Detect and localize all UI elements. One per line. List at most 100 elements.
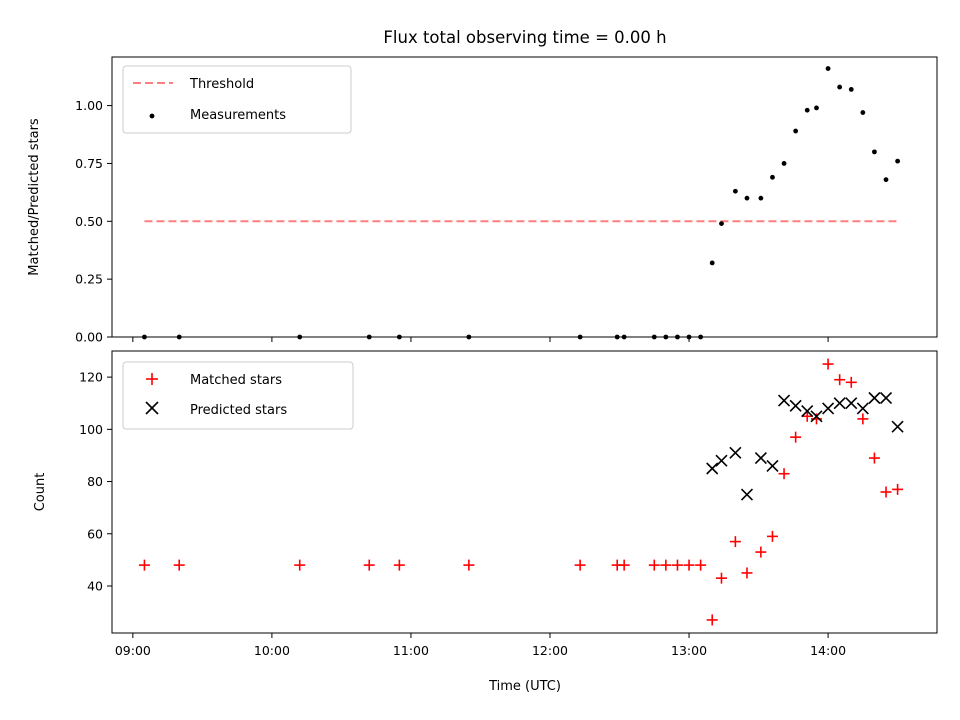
legend-matched-swatch (146, 373, 158, 385)
top-y-tick-label-0.25: 0.25 (75, 272, 103, 287)
top-plot-marks (142, 66, 901, 340)
legend-predicted-label: Predicted stars (190, 403, 287, 418)
predicted-star-point (879, 391, 893, 405)
x-tick-label-13:00: 13:00 (671, 643, 707, 658)
predicted-star-point (715, 454, 728, 467)
matched-star-point (706, 614, 718, 626)
measurement-point (895, 158, 901, 164)
predicted-star-point (833, 397, 846, 410)
matched-star-point (755, 546, 767, 558)
matched-star-point (574, 559, 586, 571)
predicted-star-point (822, 402, 835, 415)
x-tick-label-11:00: 11:00 (393, 643, 429, 658)
matched-star-point (660, 559, 672, 571)
predicted-star-point (789, 399, 802, 412)
top-legend-box (122, 65, 352, 134)
measurement-point (860, 110, 866, 115)
measurement-point (825, 66, 831, 71)
top-y-tick-label-0.00: 0.00 (75, 330, 103, 345)
legend-measurements-swatch (149, 113, 155, 119)
top-y-tick-label-0.50: 0.50 (75, 214, 103, 229)
matched-star-point (822, 358, 834, 370)
matched-star-point (790, 431, 802, 443)
bottom-y-tick-label-100: 100 (79, 422, 103, 437)
measurement-point (793, 128, 799, 134)
matched-star-point (138, 559, 150, 571)
matched-star-point (463, 559, 475, 571)
measurement-point (744, 195, 750, 201)
matched-star-point (845, 376, 857, 388)
chart-title: Flux total observing time = 0.00 h (383, 28, 666, 47)
predicted-star-point (801, 404, 814, 418)
bottom-panel: 09:00 10:00 11:00 12:00 13:00 14:00 40 60 80 100 1… (33, 350, 938, 694)
matched-star-point (834, 374, 846, 386)
x-tick-label-12:00: 12:00 (532, 643, 568, 658)
legend-threshold-label: Threshold (189, 77, 254, 92)
bottom-axes-frame (111, 350, 938, 634)
matched-star-point (801, 410, 813, 422)
predicted-star-point (845, 397, 858, 410)
legend-predicted-swatch (145, 401, 159, 415)
x-tick-label-14:00: 14:00 (810, 643, 846, 658)
measurement-point (709, 260, 715, 266)
predicted-star-point (810, 410, 823, 423)
matched-star-point (363, 559, 375, 571)
matched-star-point (766, 530, 778, 542)
matched-star-point (892, 483, 904, 495)
predicted-star-point (777, 394, 791, 407)
matched-star-point (778, 468, 790, 480)
predicted-star-point (856, 402, 869, 415)
matched-star-point (880, 486, 892, 498)
matched-star-point (683, 559, 695, 571)
top-axes-ticks: 0.00 0.25 0.50 0.75 1.00 (75, 98, 829, 345)
x-axis-label: Time (UTC) (488, 679, 561, 694)
matched-star-point (729, 536, 741, 548)
measurement-point (804, 107, 810, 113)
bottom-legend-box (122, 361, 354, 430)
bottom-y-tick-label-80: 80 (87, 474, 103, 489)
measurement-point (781, 161, 787, 166)
bottom-axes-ticks: 09:00 10:00 11:00 12:00 13:00 14:00 40 60 80 100 1… (79, 370, 846, 658)
legend-measurements-label: Measurements (190, 108, 286, 123)
top-y-tick-label-1.00: 1.00 (75, 98, 103, 113)
top-panel: 0.00 0.25 0.50 0.75 1.00 Matched/Predicted s… (27, 56, 938, 345)
matched-star-point (618, 559, 630, 571)
measurement-point (719, 221, 724, 227)
predicted-star-point (754, 451, 767, 465)
bottom-y-tick-label-120: 120 (79, 370, 103, 385)
matched-star-point (868, 452, 880, 464)
measurement-point (837, 84, 843, 90)
matched-star-point (671, 559, 683, 571)
measurement-point (732, 188, 738, 194)
legend-matched-label: Matched stars (190, 373, 282, 388)
predicted-star-point (729, 446, 742, 459)
x-tick-label-10:00: 10:00 (254, 643, 290, 658)
top-y-axis-label: Matched/Predicted stars (27, 118, 42, 276)
predicted-star-point (740, 488, 754, 501)
matched-star-point (741, 567, 753, 579)
matched-star-point (294, 559, 306, 571)
x-tick-label-09:00: 09:00 (115, 643, 151, 658)
bottom-legend: Matched stars Predicted stars (122, 361, 354, 430)
top-axes-frame (111, 56, 938, 338)
matched-star-point (715, 572, 727, 584)
measurement-point (848, 86, 854, 92)
measurement-point (883, 177, 889, 183)
matched-star-point (173, 559, 185, 571)
measurement-point (770, 174, 775, 180)
bottom-y-tick-label-40: 40 (87, 579, 103, 594)
predicted-star-point (891, 420, 904, 433)
predicted-star-point (766, 459, 779, 472)
bottom-plot-marks (138, 358, 904, 626)
predicted-star-point (868, 391, 881, 405)
measurement-point (758, 195, 764, 201)
matched-star-point (648, 559, 660, 571)
bottom-y-tick-label-60: 60 (87, 526, 103, 541)
bottom-y-axis-label: Count (33, 473, 48, 512)
matched-star-point (393, 559, 405, 571)
matched-star-point (857, 413, 869, 425)
top-legend: Threshold Measurements (122, 65, 352, 134)
predicted-star-point (706, 462, 719, 475)
top-y-tick-label-0.75: 0.75 (75, 156, 103, 171)
